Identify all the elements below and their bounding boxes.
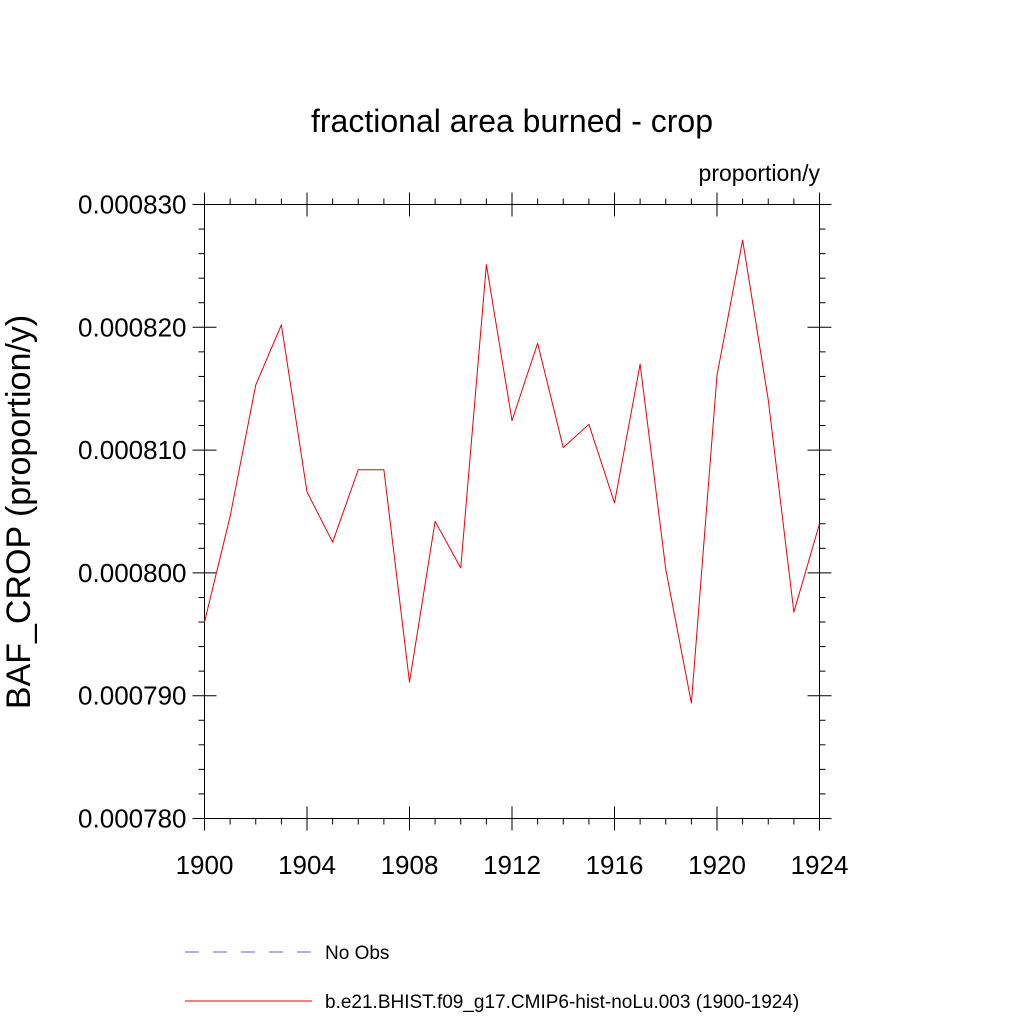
units-label: proportion/y	[699, 160, 821, 186]
y-tick-label: 0.000810	[78, 435, 186, 465]
x-tick-label: 1904	[278, 850, 336, 880]
legend: No Obs b.e21.BHIST.f09_g17.CMIP6-hist-no…	[185, 943, 799, 1013]
x-tick-label: 1908	[381, 850, 439, 880]
y-tick-label: 0.000830	[78, 190, 186, 220]
legend-label-no-obs: No Obs	[325, 943, 389, 964]
y-tick-label: 0.000780	[78, 804, 186, 834]
chart-title: fractional area burned - crop	[311, 103, 713, 139]
y-axis-label: BAF_CROP (proportion/y)	[0, 315, 38, 709]
x-tick-label: 1900	[176, 850, 234, 880]
y-tick-label: 0.000790	[78, 681, 186, 711]
y-tick-label: 0.000800	[78, 558, 186, 588]
x-tick-label: 1924	[791, 850, 849, 880]
x-tick-label: 1916	[586, 850, 644, 880]
y-tick-label: 0.000820	[78, 312, 186, 342]
series-line	[204, 239, 820, 704]
x-tick-label: 1912	[483, 850, 541, 880]
x-tick-label: 1920	[688, 850, 746, 880]
plot-frame	[204, 204, 820, 819]
series-layer	[204, 239, 820, 704]
y-axis-ticks: 0.000780 0.000790 0.000800 0.000810 0.000820…	[78, 190, 832, 834]
x-axis-ticks: 1900 1904 1908 1912 1916 1920 1924	[176, 192, 849, 880]
legend-label-series: b.e21.BHIST.f09_g17.CMIP6-hist-noLu.003 …	[325, 992, 799, 1013]
